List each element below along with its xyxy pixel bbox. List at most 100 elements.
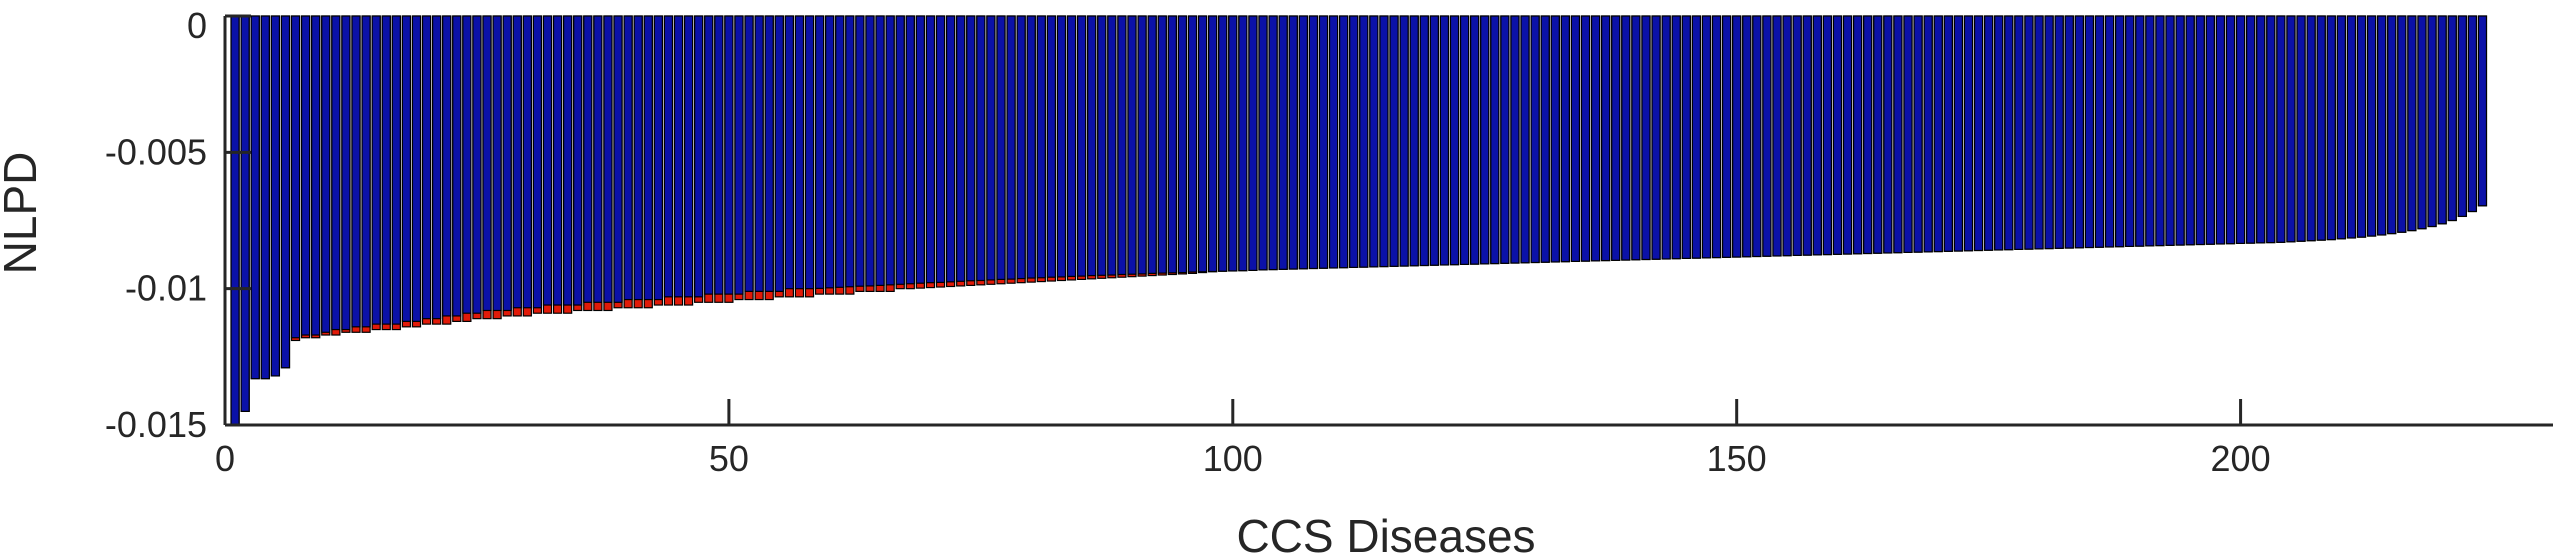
blue-bar-109 (1318, 15, 1329, 269)
blue-bar-132 (1550, 15, 1560, 263)
blue-bar-61 (835, 15, 845, 288)
blue-bar-212 (2356, 15, 2367, 238)
blue-bar-68 (905, 15, 915, 285)
blue-bar-138 (1611, 15, 1621, 261)
blue-bar-101 (1238, 15, 1248, 272)
blue-bar-26 (482, 15, 492, 312)
blue-bar-46 (683, 15, 694, 298)
blue-bar-158 (1812, 15, 1822, 256)
x-tick-label-150: 150 (1707, 438, 1767, 479)
blue-bar-18 (401, 15, 412, 322)
blue-bar-27 (492, 15, 502, 312)
blue-bar-16 (381, 15, 391, 325)
blue-bar-98 (1208, 15, 1218, 273)
blue-bar-125 (1480, 15, 1490, 265)
blue-bar-6 (280, 15, 291, 369)
blue-bar-14 (361, 15, 371, 328)
blue-bar-218 (2417, 15, 2427, 230)
blue-bar-20 (421, 15, 432, 320)
blue-bar-92 (1147, 15, 1157, 274)
blue-bar-59 (814, 15, 825, 289)
blue-bar-181 (2044, 15, 2054, 250)
blue-bar-207 (2306, 15, 2316, 242)
blue-bar-154 (1772, 15, 1782, 257)
blue-bar-128 (1510, 15, 1520, 264)
blue-bar-23 (452, 15, 462, 317)
blue-bar-136 (1590, 15, 1601, 262)
blue-bar-82 (1046, 15, 1057, 278)
blue-bar-76 (986, 15, 996, 281)
blue-bar-69 (915, 15, 926, 284)
blue-bar-147 (1701, 15, 1712, 259)
blue-bar-48 (704, 15, 714, 295)
blue-bar-172 (1953, 15, 1964, 252)
blue-bar-55 (774, 15, 784, 292)
blue-bar-41 (633, 15, 643, 301)
blue-bar-7 (290, 15, 301, 339)
blue-bar-166 (1893, 15, 1903, 254)
blue-bar-49 (714, 15, 724, 295)
blue-bar-47 (694, 15, 704, 298)
blue-bar-162 (1852, 15, 1863, 255)
blue-bar-164 (1873, 15, 1883, 254)
blue-bar-13 (351, 15, 361, 328)
blue-bar-173 (1963, 15, 1974, 252)
y-tick-label-3: -0.015 (105, 404, 207, 445)
blue-bar-74 (966, 15, 976, 282)
blue-bar-220 (2437, 15, 2447, 225)
blue-bar-60 (825, 15, 835, 289)
blue-bar-196 (2195, 15, 2205, 246)
blue-bar-53 (754, 15, 764, 292)
blue-bar-177 (2004, 15, 2014, 251)
blue-bar-22 (442, 15, 452, 317)
blue-bar-186 (2094, 15, 2105, 248)
blue-bar-94 (1167, 15, 1177, 274)
blue-bar-133 (1560, 15, 1570, 263)
blue-bar-216 (2397, 15, 2407, 233)
x-tick-label-50: 50 (709, 438, 749, 479)
x-tick-label-100: 100 (1203, 438, 1263, 479)
blue-bar-205 (2286, 15, 2296, 243)
blue-bar-199 (2225, 15, 2236, 245)
blue-bar-142 (1651, 15, 1661, 260)
blue-bar-119 (1419, 15, 1429, 267)
blue-bar-182 (2054, 15, 2064, 249)
blue-bar-52 (744, 15, 754, 292)
blue-bar-180 (2034, 15, 2044, 250)
blue-bar-40 (623, 15, 633, 301)
blue-bar-175 (1984, 15, 1994, 251)
blue-bar-102 (1248, 15, 1258, 271)
blue-bar-122 (1449, 15, 1460, 266)
blue-bar-194 (2175, 15, 2185, 246)
blue-bar-93 (1157, 15, 1167, 274)
blue-bar-50 (724, 15, 734, 295)
blue-bar-86 (1087, 15, 1097, 277)
blue-bar-91 (1137, 15, 1147, 275)
blue-bar-148 (1711, 15, 1722, 259)
blue-bar-67 (895, 15, 905, 285)
blue-bar-57 (794, 15, 805, 290)
blue-bar-202 (2256, 15, 2266, 244)
blue-bar-137 (1601, 15, 1611, 262)
blue-bar-3 (250, 15, 260, 380)
blue-bar-167 (1903, 15, 1913, 253)
blue-bar-203 (2266, 15, 2276, 244)
blue-bar-168 (1913, 15, 1923, 253)
blue-bar-83 (1056, 15, 1067, 278)
blue-bar-80 (1026, 15, 1036, 279)
blue-bar-8 (300, 15, 311, 336)
blue-bar-78 (1006, 15, 1016, 280)
blue-bar-39 (613, 15, 623, 303)
blue-bar-11 (331, 15, 341, 331)
blue-bar-123 (1459, 15, 1470, 265)
blue-bar-2 (240, 15, 250, 412)
blue-bar-174 (1973, 15, 1984, 252)
blue-bar-139 (1621, 15, 1631, 261)
blue-bar-110 (1328, 15, 1339, 269)
blue-bar-90 (1127, 15, 1137, 275)
blue-bar-66 (885, 15, 895, 286)
blue-bar-124 (1470, 15, 1480, 265)
blue-bar-178 (2014, 15, 2024, 250)
blue-bar-144 (1671, 15, 1681, 260)
blue-bar-217 (2407, 15, 2417, 232)
